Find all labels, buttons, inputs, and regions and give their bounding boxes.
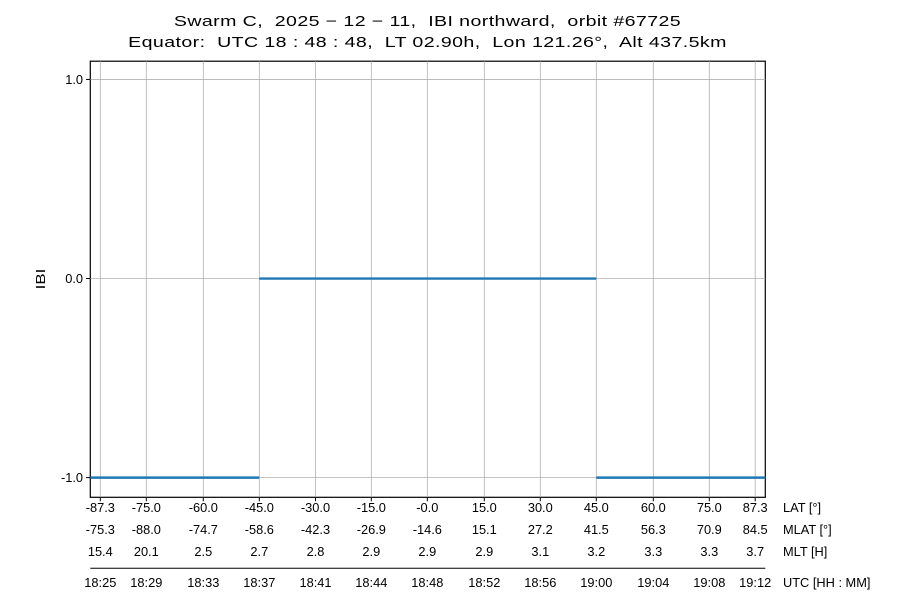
- svg-text:-88.0: -88.0: [132, 522, 161, 537]
- svg-text:2.8: 2.8: [307, 544, 325, 559]
- svg-text:45.0: 45.0: [584, 500, 609, 515]
- svg-text:15.0: 15.0: [472, 500, 497, 515]
- svg-text:-42.3: -42.3: [301, 522, 330, 537]
- svg-text:-75.3: -75.3: [86, 522, 115, 537]
- svg-text:MLAT [°]: MLAT [°]: [783, 522, 832, 537]
- svg-text:18:25: 18:25: [84, 575, 116, 590]
- svg-text:2.5: 2.5: [194, 544, 212, 559]
- svg-text:3.3: 3.3: [644, 544, 662, 559]
- svg-text:LAT [°]: LAT [°]: [783, 500, 821, 515]
- svg-text:-15.0: -15.0: [357, 500, 386, 515]
- svg-text:18:33: 18:33: [187, 575, 219, 590]
- svg-text:2.7: 2.7: [250, 544, 268, 559]
- svg-text:3.1: 3.1: [531, 544, 549, 559]
- svg-text:-14.6: -14.6: [413, 522, 442, 537]
- svg-text:87.3: 87.3: [743, 500, 768, 515]
- svg-text:UTC [HH : MM]: UTC [HH : MM]: [783, 575, 870, 590]
- svg-text:3.7: 3.7: [746, 544, 764, 559]
- svg-text:18:41: 18:41: [299, 575, 331, 590]
- svg-text:-45.0: -45.0: [245, 500, 274, 515]
- svg-text:MLT [H]: MLT [H]: [783, 544, 827, 559]
- svg-text:30.0: 30.0: [528, 500, 553, 515]
- svg-text:0.0: 0.0: [65, 271, 83, 286]
- svg-text:27.2: 27.2: [528, 522, 553, 537]
- svg-text:2.9: 2.9: [418, 544, 436, 559]
- svg-text:-87.3: -87.3: [86, 500, 115, 515]
- svg-text:19:00: 19:00: [580, 575, 612, 590]
- svg-text:2.9: 2.9: [475, 544, 493, 559]
- svg-text:56.3: 56.3: [641, 522, 666, 537]
- svg-text:2.9: 2.9: [362, 544, 380, 559]
- svg-text:-30.0: -30.0: [301, 500, 330, 515]
- svg-text:3.3: 3.3: [700, 544, 718, 559]
- svg-text:-74.7: -74.7: [189, 522, 218, 537]
- svg-text:19:12: 19:12: [739, 575, 771, 590]
- svg-text:75.0: 75.0: [697, 500, 722, 515]
- svg-text:3.2: 3.2: [587, 544, 605, 559]
- svg-text:19:04: 19:04: [637, 575, 669, 590]
- svg-text:60.0: 60.0: [641, 500, 666, 515]
- svg-text:15.1: 15.1: [472, 522, 497, 537]
- svg-text:-60.0: -60.0: [189, 500, 218, 515]
- svg-text:-58.6: -58.6: [245, 522, 274, 537]
- svg-text:18:29: 18:29: [130, 575, 162, 590]
- svg-text:41.5: 41.5: [584, 522, 609, 537]
- svg-text:18:48: 18:48: [411, 575, 443, 590]
- svg-text:70.9: 70.9: [697, 522, 722, 537]
- svg-text:18:37: 18:37: [243, 575, 275, 590]
- svg-text:1.0: 1.0: [65, 72, 83, 87]
- svg-text:84.5: 84.5: [743, 522, 768, 537]
- svg-text:IBI: IBI: [34, 269, 49, 290]
- svg-text:-75.0: -75.0: [132, 500, 161, 515]
- svg-text:18:44: 18:44: [355, 575, 387, 590]
- svg-text:-26.9: -26.9: [357, 522, 386, 537]
- svg-text:-1.0: -1.0: [61, 470, 83, 485]
- svg-text:18:52: 18:52: [468, 575, 500, 590]
- svg-text:18:56: 18:56: [524, 575, 556, 590]
- svg-text:15.4: 15.4: [88, 544, 113, 559]
- svg-text:19:08: 19:08: [693, 575, 725, 590]
- svg-text:20.1: 20.1: [134, 544, 159, 559]
- svg-text:-0.0: -0.0: [416, 500, 438, 515]
